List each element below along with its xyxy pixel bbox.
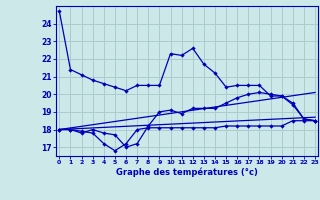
X-axis label: Graphe des températures (°c): Graphe des températures (°c) <box>116 168 258 177</box>
